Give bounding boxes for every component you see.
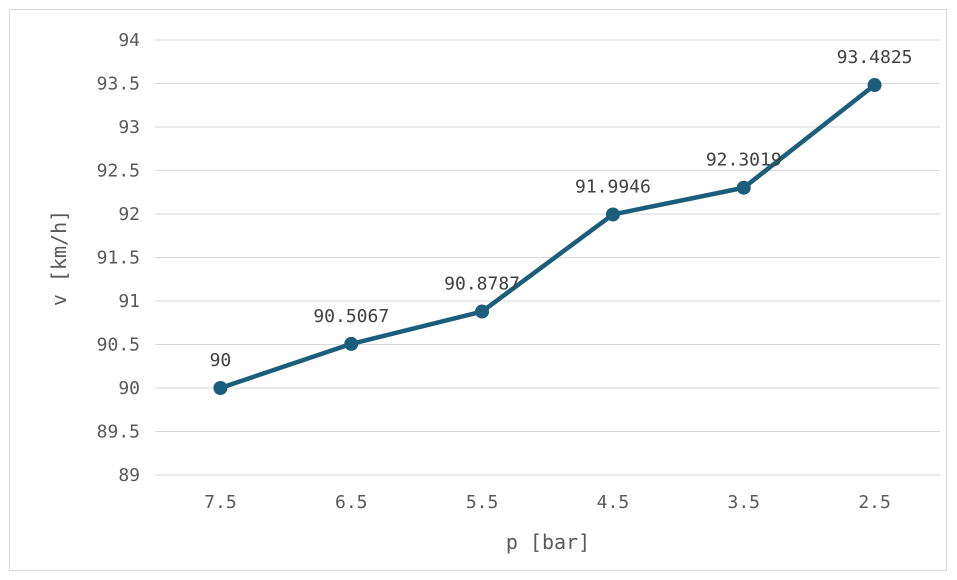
y-tick-label: 94 xyxy=(118,30,140,51)
y-tick-label: 90.5 xyxy=(97,335,140,356)
x-axis-ticks: 7.5 6.5 5.5 4.5 3.5 2.5 xyxy=(204,492,891,513)
data-point xyxy=(475,304,490,319)
y-tick-label: 91 xyxy=(118,291,140,312)
y-tick-label: 89.5 xyxy=(97,422,140,443)
y-axis-title: v [km/h] xyxy=(47,210,71,306)
x-tick-label: 6.5 xyxy=(335,492,368,513)
data-label: 92.3019 xyxy=(706,150,782,171)
data-label: 93.4825 xyxy=(837,47,913,68)
series-line-path xyxy=(218,82,877,391)
data-point xyxy=(867,78,882,93)
y-tick-label: 89 xyxy=(118,465,140,486)
y-tick-label: 92.5 xyxy=(97,161,140,182)
data-point xyxy=(736,180,751,195)
data-label: 91.9946 xyxy=(575,176,651,197)
x-tick-label: 7.5 xyxy=(204,492,237,513)
data-labels: 90 90.5067 90.8787 91.9946 92.3019 93.4825 xyxy=(210,47,913,371)
data-label: 90.8787 xyxy=(444,274,520,295)
y-tick-label: 92 xyxy=(118,204,140,225)
gridlines xyxy=(155,39,940,476)
data-point xyxy=(344,336,359,351)
y-tick-label: 90 xyxy=(118,378,140,399)
y-tick-label: 93 xyxy=(118,117,140,138)
data-point xyxy=(605,207,620,222)
data-point xyxy=(213,381,228,395)
y-tick-label: 93.5 xyxy=(97,74,140,95)
data-label: 90 xyxy=(210,350,232,371)
x-tick-label: 5.5 xyxy=(466,492,499,513)
series-points xyxy=(213,78,882,395)
chart-frame xyxy=(9,9,947,571)
y-axis-ticks: 89 89.5 90 90.5 91 91.5 92 92.5 93 93.5 94 xyxy=(97,30,140,486)
series-line xyxy=(218,82,877,391)
x-tick-label: 3.5 xyxy=(727,492,760,513)
x-axis-title: p [bar] xyxy=(506,530,590,554)
x-tick-label: 4.5 xyxy=(597,492,630,513)
x-tick-label: 2.5 xyxy=(858,492,891,513)
data-label: 90.5067 xyxy=(313,306,389,327)
y-tick-label: 91.5 xyxy=(97,248,140,269)
